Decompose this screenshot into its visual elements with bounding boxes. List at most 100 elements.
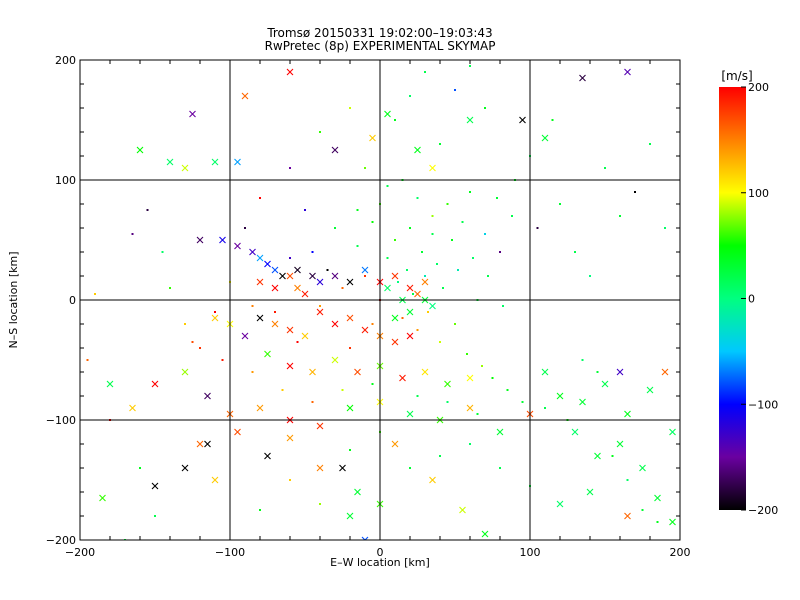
colorbar-tick-label: 100 (748, 187, 769, 200)
data-point-cross (361, 536, 369, 540)
data-point-cross (106, 380, 114, 388)
data-point-dot (439, 143, 441, 145)
data-point-cross (271, 320, 279, 328)
data-point-cross (384, 110, 391, 118)
data-point-cross (414, 290, 421, 298)
data-point-dot (221, 359, 224, 361)
data-point-dot (431, 233, 434, 235)
data-point-cross (556, 392, 564, 400)
data-point-cross (669, 518, 676, 526)
data-point-dot (94, 293, 96, 295)
data-point-cross (391, 338, 399, 346)
data-point-dot (544, 407, 546, 409)
data-point-dot (511, 215, 513, 217)
data-point-dot (484, 233, 486, 235)
data-point-cross (286, 272, 294, 280)
data-point-cross (189, 110, 196, 118)
data-point-dot (461, 221, 464, 223)
data-point-cross (211, 314, 219, 322)
data-point-dot (349, 107, 351, 109)
data-point-cross (406, 308, 414, 316)
data-point-dot (341, 389, 344, 391)
data-point-dot (499, 467, 501, 469)
data-point-dot (424, 71, 426, 73)
data-point-dot (146, 209, 149, 211)
data-point-dot (416, 197, 419, 199)
data-point-dot (439, 455, 441, 457)
data-point-dot (499, 251, 501, 253)
data-point-dot (199, 347, 201, 349)
data-point-cross (219, 236, 226, 244)
data-point-cross (301, 332, 309, 340)
data-point-cross (136, 146, 144, 154)
data-point-cross (616, 368, 624, 376)
data-point-cross (391, 272, 399, 280)
data-point-dot (371, 383, 374, 385)
data-point-dot (184, 323, 186, 325)
data-point-cross (279, 272, 286, 280)
data-point-dot (664, 227, 666, 229)
data-point-cross (234, 242, 241, 250)
data-point-cross (204, 392, 211, 400)
data-point-dot (436, 263, 438, 265)
data-point-cross (654, 494, 661, 502)
data-point-dot (431, 215, 434, 217)
data-point-dot (496, 197, 498, 199)
data-point-dot (521, 401, 524, 403)
data-point-dot (356, 209, 359, 211)
data-point-dot (589, 275, 591, 277)
data-point-cross (421, 368, 429, 376)
data-point-dot (244, 227, 246, 229)
data-point-cross (256, 404, 264, 412)
chart-title: Tromsø 20150331 19:02:00–19:03:43 (266, 26, 492, 40)
axes: −200 −100 0 100 200 −200 −100 0 100 200 (46, 54, 691, 559)
data-point-cross (204, 440, 211, 448)
x-tick-label: −100 (215, 546, 245, 559)
data-point-dot (349, 449, 351, 451)
data-point-cross (481, 530, 489, 538)
data-point-dot (251, 371, 254, 373)
data-point-dot (454, 323, 456, 325)
data-point-cross (444, 380, 451, 388)
data-point-cross (594, 452, 601, 460)
data-point-dot (169, 287, 171, 289)
data-point-cross (346, 512, 354, 520)
data-point-cross (316, 278, 324, 286)
data-point-dot (371, 323, 374, 325)
data-point-dot (596, 371, 599, 373)
data-point-dot (326, 269, 329, 271)
data-point-cross (234, 158, 241, 166)
data-point-dot (469, 443, 471, 445)
data-point-cross (406, 332, 414, 340)
data-point-dot (649, 143, 651, 145)
data-point-dot (427, 311, 429, 313)
data-point-cross (354, 488, 361, 496)
data-point-dot (491, 377, 494, 379)
data-points (86, 65, 676, 540)
data-point-cross (556, 500, 564, 508)
data-point-dot (386, 257, 389, 259)
data-point-cross (309, 368, 316, 376)
data-point-dot (319, 305, 321, 307)
data-point-dot (406, 269, 408, 271)
data-point-dot (574, 251, 576, 253)
data-point-cross (181, 464, 189, 472)
data-point-dot (259, 197, 261, 199)
y-tick-label: 100 (55, 174, 76, 187)
data-point-cross (316, 308, 324, 316)
data-point-dot (604, 167, 606, 169)
data-point-dot (281, 389, 284, 391)
data-point-dot (502, 305, 504, 307)
data-point-dot (319, 131, 321, 133)
data-point-dot (484, 107, 486, 109)
data-point-cross (286, 326, 294, 334)
data-point-dot (472, 257, 474, 259)
data-point-cross (286, 68, 294, 76)
y-tick-label: 0 (69, 294, 76, 307)
chart-subtitle: RwPretec (8p) EXPERIMENTAL SKYMAP (265, 39, 496, 53)
data-point-cross (354, 368, 361, 376)
data-point-cross (639, 464, 646, 472)
data-point-dot (641, 509, 644, 511)
data-point-cross (346, 278, 354, 286)
data-point-cross (361, 326, 369, 334)
